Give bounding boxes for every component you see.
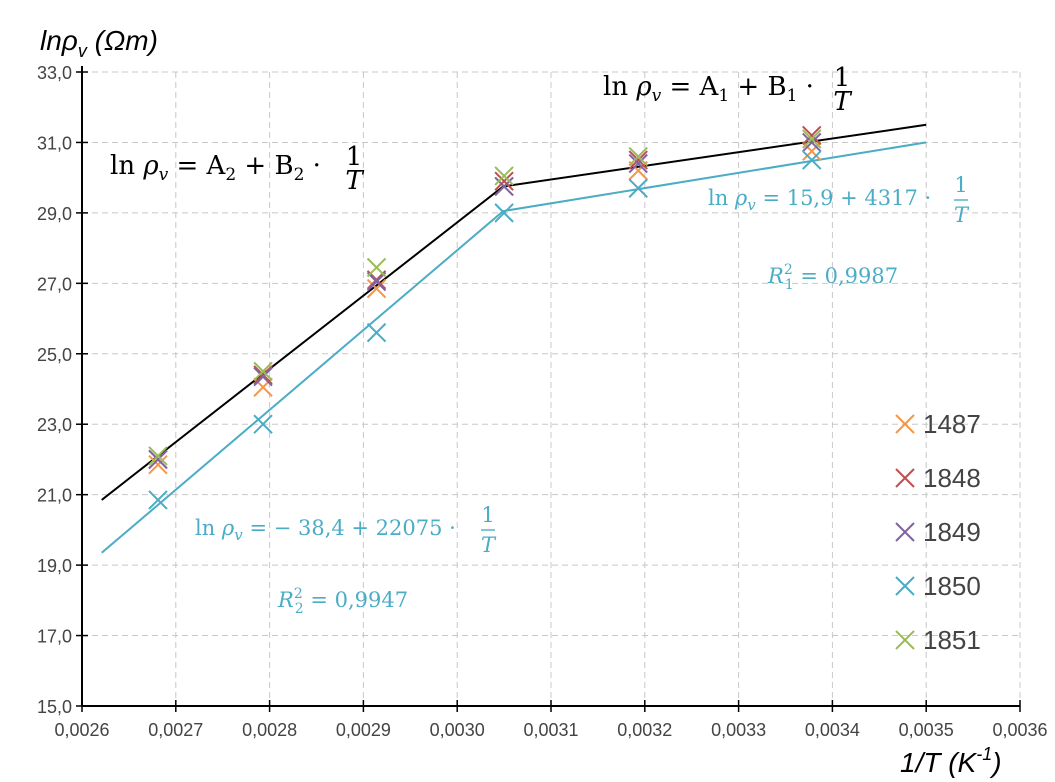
y-tick-label: 19,0 xyxy=(37,556,72,576)
tick-labels: 0,0026 0,0027 0,0028 0,0029 0,0030 0,0031 0,00… xyxy=(37,63,1048,740)
y-axis-title: lnρv (Ωm) xyxy=(40,25,158,61)
svg-text:T: T xyxy=(833,87,852,117)
legend-item: 1848 xyxy=(895,463,981,493)
svg-text:ln ρv = − 38,4 + 22075 ·: ln ρv = − 38,4 + 22075 · xyxy=(195,516,456,544)
svg-text:ln ρv = A1 + B1 ·: ln ρv = A1 + B1 · xyxy=(603,72,814,106)
legend-label: 1851 xyxy=(923,625,981,655)
y-tick-label: 23,0 xyxy=(37,415,72,435)
legend-label: 1848 xyxy=(923,463,981,493)
data-point xyxy=(494,171,514,191)
data-point xyxy=(366,257,387,278)
y-tick-label: 21,0 xyxy=(37,486,72,506)
data-point xyxy=(494,176,514,197)
svg-text:1: 1 xyxy=(481,503,494,527)
data-point xyxy=(802,129,822,149)
data-point xyxy=(366,278,387,299)
x-tick-label: 0,0036 xyxy=(992,720,1047,740)
data-point xyxy=(628,178,648,198)
legend-label: 1487 xyxy=(923,409,981,439)
data-point xyxy=(802,132,822,153)
x-tick-label: 0,0035 xyxy=(899,720,954,740)
equation-1-black: ln ρv = A1 + B1 · 1 T xyxy=(603,63,852,117)
x-tick-label: 0,0032 xyxy=(617,720,672,740)
svg-text:T: T xyxy=(954,203,970,227)
data-point xyxy=(253,414,273,434)
data-point xyxy=(253,361,273,382)
data-point xyxy=(628,150,648,170)
data-point xyxy=(366,322,387,343)
grid xyxy=(82,71,1021,706)
data-point xyxy=(366,271,387,292)
data-point xyxy=(494,203,514,223)
legend-label: 1849 xyxy=(923,517,981,547)
data-point xyxy=(253,366,273,387)
y-tick-label: 25,0 xyxy=(37,345,72,365)
x-axis-title: 1/T (K-1) xyxy=(900,744,1002,778)
data-point xyxy=(148,490,168,510)
data-point xyxy=(802,150,822,170)
legend-item: 1487 xyxy=(895,409,981,439)
x-tick-label: 0,0030 xyxy=(430,720,485,740)
x-tick-label: 0,0031 xyxy=(523,720,578,740)
svg-text:T: T xyxy=(481,533,497,557)
svg-text:1: 1 xyxy=(834,63,851,93)
data-point xyxy=(494,166,514,186)
data-point xyxy=(628,153,648,174)
svg-text:T: T xyxy=(345,166,364,196)
r-squared-1: R2 1 = 0,9987 xyxy=(767,262,898,293)
data-point xyxy=(148,449,168,470)
data-point xyxy=(802,125,822,146)
legend-label: 1850 xyxy=(923,571,981,601)
equation-2-black: ln ρv = A2 + B2 · 1 T xyxy=(110,142,364,196)
x-tick-label: 0,0026 xyxy=(54,720,109,740)
data-markers xyxy=(148,125,822,510)
data-point xyxy=(148,455,168,475)
legend-item: 1850 xyxy=(895,571,981,601)
svg-text:1: 1 xyxy=(954,173,967,197)
y-tick-label: 17,0 xyxy=(37,627,72,647)
y-tick-label: 15,0 xyxy=(37,697,72,717)
svg-text:1: 1 xyxy=(346,142,363,172)
x-tick-label: 0,0028 xyxy=(242,720,297,740)
data-point xyxy=(628,160,648,181)
axes xyxy=(76,66,1021,712)
data-point xyxy=(628,146,648,167)
legend: 1487 1848 1849 1850 1851 xyxy=(895,409,981,655)
svg-text:ln ρv = A2 + B2 ·: ln ρv = A2 + B2 · xyxy=(110,151,321,185)
equation-2-blue: ln ρv = − 38,4 + 22075 · 1 T xyxy=(195,503,497,557)
x-tick-label: 0,0033 xyxy=(711,720,766,740)
legend-item: 1849 xyxy=(895,517,981,547)
equation-1-blue: ln ρv = 15,9 + 4317 · 1 T xyxy=(708,173,970,227)
x-tick-label: 0,0034 xyxy=(805,720,860,740)
data-point xyxy=(253,365,273,385)
y-tick-label: 33,0 xyxy=(37,63,72,83)
legend-item: 1851 xyxy=(895,625,981,655)
y-tick-label: 29,0 xyxy=(37,204,72,224)
x-tick-label: 0,0029 xyxy=(336,720,391,740)
y-tick-label: 31,0 xyxy=(37,133,72,153)
y-tick-label: 27,0 xyxy=(37,274,72,294)
svg-text:ln ρv = 15,9 + 4317 ·: ln ρv = 15,9 + 4317 · xyxy=(708,186,931,214)
r-squared-2: R2 2 = 0,9947 xyxy=(277,586,408,617)
x-tick-label: 0,0027 xyxy=(148,720,203,740)
data-point xyxy=(148,446,168,466)
